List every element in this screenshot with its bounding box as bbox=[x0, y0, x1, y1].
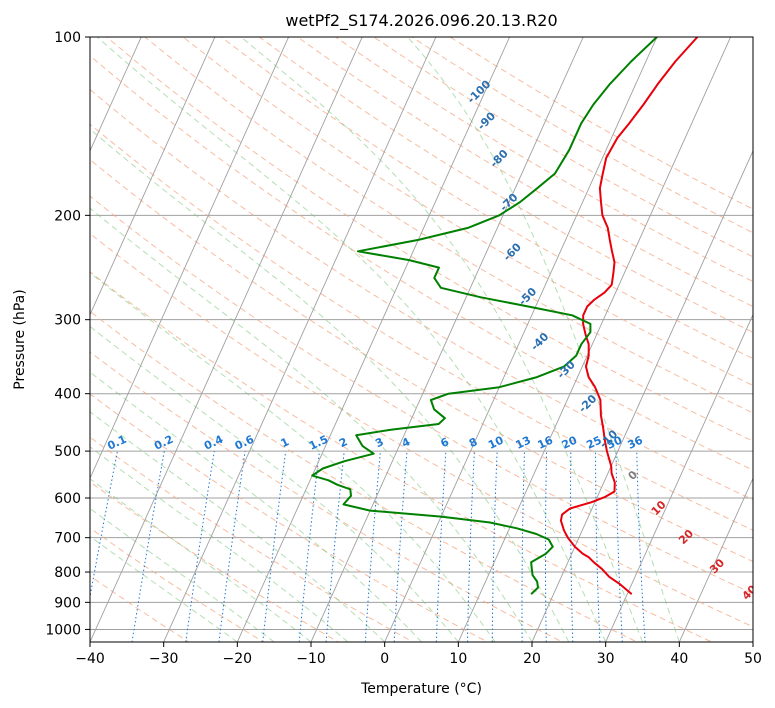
isotherm-line bbox=[605, 313, 753, 642]
dry-adiabat-line bbox=[90, 436, 414, 642]
dry-adiabat-line bbox=[90, 54, 753, 471]
mixing-ratio-label: 36 bbox=[626, 433, 646, 451]
dry-adiabat-line bbox=[144, 37, 753, 414]
x-axis-title: Temperature (°C) bbox=[360, 681, 482, 697]
isotherm-line bbox=[457, 37, 732, 642]
isotherm-line bbox=[384, 37, 658, 642]
x-axis-ticks: −40 −30 −20 −10 0 10 20 30 40 50 bbox=[75, 642, 762, 667]
moist-adiabat-line bbox=[90, 478, 312, 642]
mixing-ratio-line bbox=[491, 451, 498, 642]
moist-adiabat-line bbox=[90, 446, 349, 642]
moist-adiabat-line bbox=[90, 272, 496, 642]
x-tick-label: −30 bbox=[149, 651, 179, 667]
mixing-ratio-line bbox=[218, 451, 246, 642]
dry-adiabat-line bbox=[90, 195, 753, 595]
mixing-ratio-lines bbox=[90, 451, 646, 642]
mixing-ratio-line bbox=[595, 451, 601, 642]
dry-adiabat-line bbox=[90, 351, 564, 642]
x-tick-label: 40 bbox=[670, 651, 688, 667]
dry-adiabat-line bbox=[90, 232, 753, 628]
y-tick-label: 300 bbox=[54, 313, 81, 329]
dry-adiabat-line bbox=[258, 37, 753, 333]
dry-adiabat-line bbox=[90, 481, 340, 642]
mixing-ratio-line bbox=[393, 451, 408, 642]
y-tick-label: 600 bbox=[54, 491, 81, 507]
profile-series bbox=[311, 37, 699, 595]
mixing-ratio-line bbox=[435, 451, 447, 642]
y-tick-label: 200 bbox=[54, 208, 81, 224]
y-tick-label: 100 bbox=[54, 30, 81, 46]
isotherm-line bbox=[678, 477, 753, 642]
x-tick-label: −10 bbox=[296, 651, 326, 667]
x-tick-label: 30 bbox=[597, 651, 615, 667]
x-tick-label: 10 bbox=[449, 651, 467, 667]
plot-frame bbox=[89, 36, 754, 643]
mixing-ratio-line bbox=[131, 451, 165, 642]
mixing-ratio-label: 13 bbox=[513, 434, 532, 452]
isotherm-line bbox=[163, 37, 437, 642]
mixing-ratio-line bbox=[636, 451, 646, 642]
moist-adiabats bbox=[90, 37, 680, 642]
isotherm-line bbox=[90, 37, 142, 152]
dewpoint-profile-line bbox=[311, 37, 658, 595]
mixing-ratio-line bbox=[545, 451, 548, 642]
y-tick-label: 400 bbox=[54, 387, 81, 403]
isotherm-line bbox=[310, 37, 584, 642]
moist-adiabat-line bbox=[90, 325, 459, 642]
mixing-ratio-label: 25 bbox=[584, 434, 603, 452]
moist-adiabat-line bbox=[96, 37, 607, 642]
x-tick-label: −20 bbox=[223, 651, 253, 667]
isotherm-line bbox=[90, 37, 216, 316]
x-tick-label: 50 bbox=[744, 651, 762, 667]
moist-adiabat-line bbox=[90, 207, 533, 642]
moist-adiabat-line bbox=[407, 37, 680, 642]
dry-adiabat-line bbox=[182, 37, 753, 387]
isotherm-line bbox=[236, 37, 511, 642]
x-tick-label: 20 bbox=[523, 651, 541, 667]
mixing-ratio-line bbox=[325, 451, 345, 642]
temperature-profile-line bbox=[559, 37, 699, 595]
mixing-ratio-line bbox=[185, 451, 215, 642]
x-tick-label: −40 bbox=[75, 651, 105, 667]
moist-adiabat-line bbox=[240, 37, 643, 642]
y-tick-label: 1000 bbox=[45, 622, 81, 638]
isotherm-line bbox=[90, 37, 363, 642]
y-tick-label: 700 bbox=[54, 531, 81, 547]
y-tick-label: 500 bbox=[54, 444, 81, 460]
dry-adiabat-line bbox=[296, 37, 753, 308]
mixing-ratio-line bbox=[467, 451, 475, 642]
mixing-ratio-label: 30 bbox=[605, 433, 625, 451]
y-tick-label: 900 bbox=[54, 595, 81, 611]
moist-adiabat-line bbox=[90, 411, 386, 642]
mixing-ratio-label: 10 bbox=[486, 433, 506, 451]
dry-adiabat-line bbox=[90, 271, 713, 642]
isotherm-line bbox=[90, 37, 290, 480]
dry-adiabat-line bbox=[90, 393, 489, 642]
x-tick-label: 0 bbox=[380, 651, 389, 667]
y-tick-label: 800 bbox=[54, 565, 81, 581]
mixing-ratio-line bbox=[298, 451, 320, 642]
mixing-ratio-line bbox=[262, 451, 287, 642]
mixing-ratio-line bbox=[570, 451, 574, 642]
dry-adiabat-line bbox=[90, 527, 265, 642]
moist-adiabat-line bbox=[90, 507, 275, 642]
mixing-ratio-line bbox=[615, 451, 623, 642]
mixing-ratio-label: 16 bbox=[536, 433, 556, 451]
dry-adiabat-line bbox=[90, 123, 753, 531]
moist-adiabat-line bbox=[90, 535, 238, 642]
y-axis-title: Pressure (hPa) bbox=[12, 289, 28, 389]
y-axis-ticks: 100 200 300 400 500 600 700 800 900 1000 bbox=[45, 30, 90, 638]
chart-title: wetPf2_S174.2026.096.20.13.R20 bbox=[285, 11, 557, 31]
mixing-ratio-label: 20 bbox=[560, 433, 580, 451]
